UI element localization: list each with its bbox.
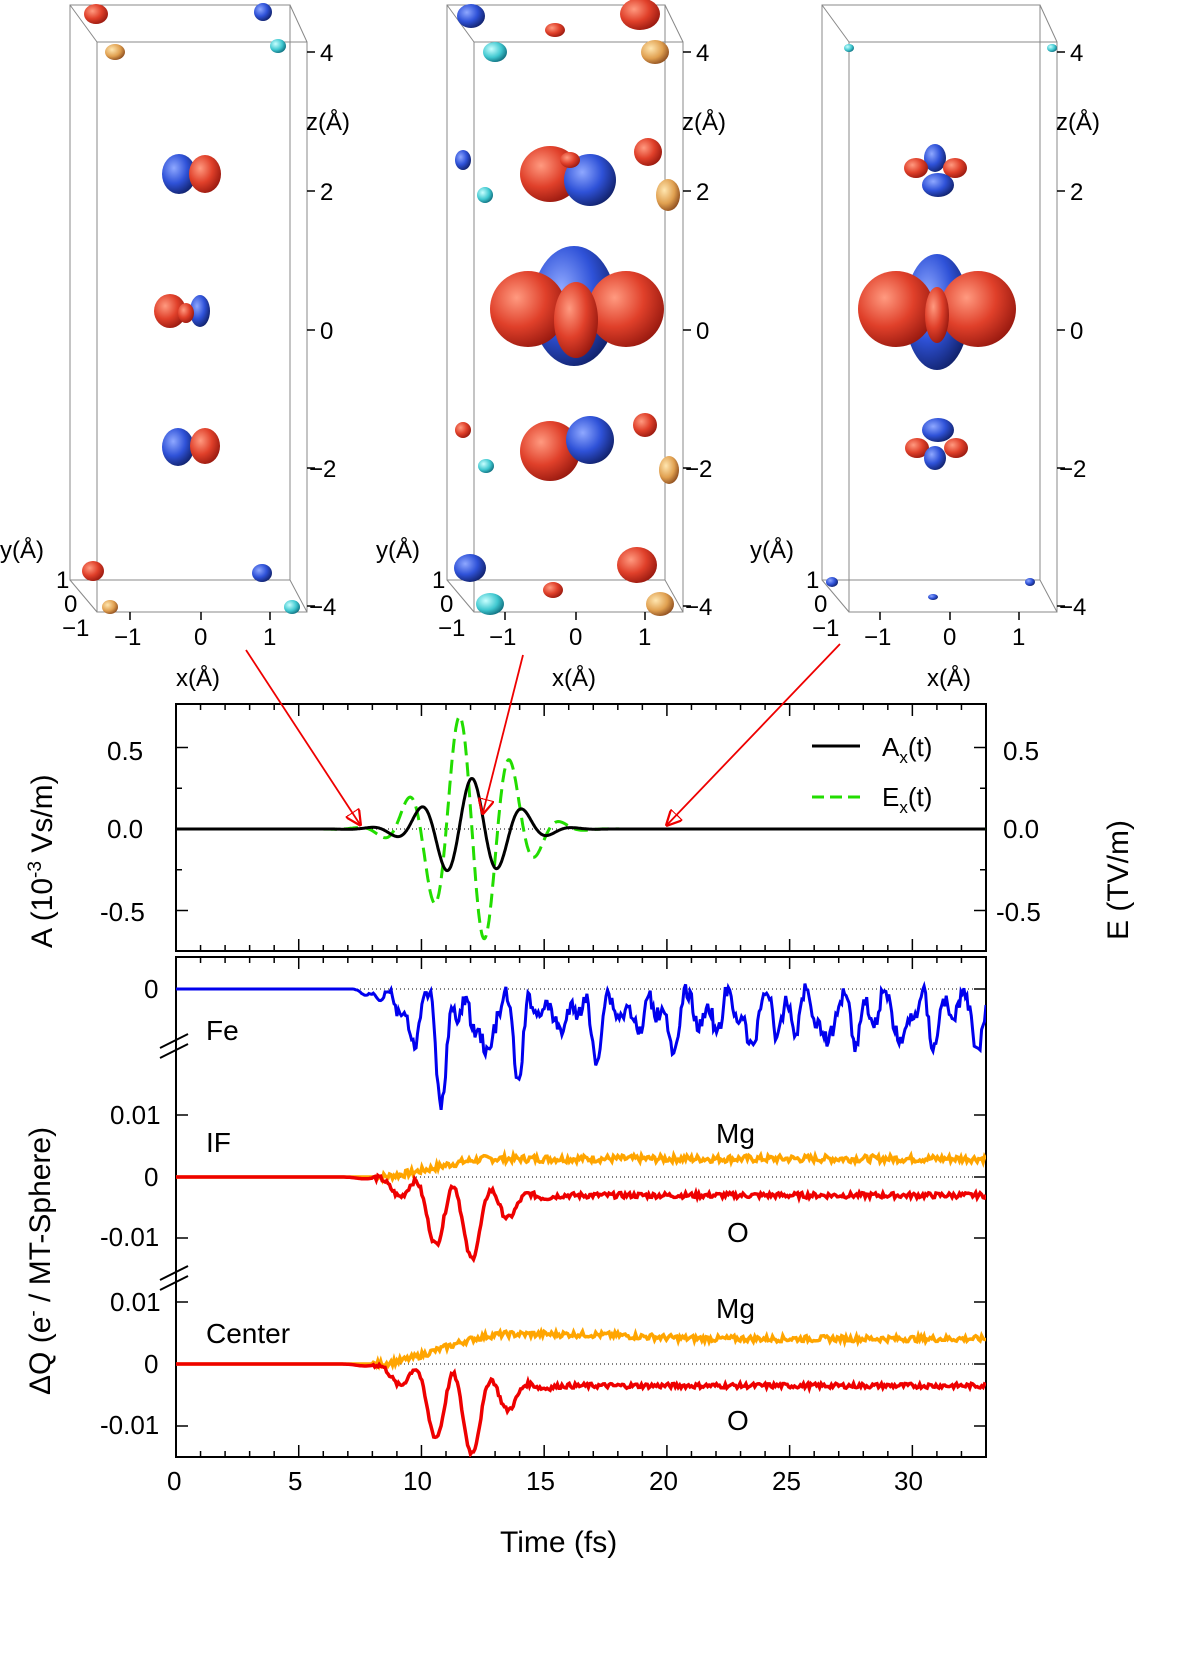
x-tick: 30 xyxy=(894,1466,923,1496)
series-if-o xyxy=(176,1172,986,1264)
x-tick: 0 xyxy=(569,624,582,651)
arrow-panel-right xyxy=(667,643,841,825)
x-tick: −1 xyxy=(114,624,141,651)
y-tick-left: 0.0 xyxy=(107,814,143,844)
series-center-mg xyxy=(176,1326,986,1371)
legend-label-e: Ex(t) xyxy=(882,782,932,817)
y-tick-left: -0.5 xyxy=(100,897,145,927)
z-tick: 0 xyxy=(696,318,709,345)
label-mg-if: Mg xyxy=(716,1118,755,1149)
z-tick: 4 xyxy=(696,40,709,67)
label-o-if: O xyxy=(727,1217,749,1248)
field-chart: 0.5 0.0 -0.5 0.5 0.0 -0.5 A (10-3 Vs/m) … xyxy=(25,703,1135,952)
y-tick: -0.01 xyxy=(100,1222,159,1252)
isosurface-lobes xyxy=(454,0,680,616)
x-tick: 5 xyxy=(288,1466,302,1496)
isosurface-lobes xyxy=(826,44,1057,600)
label-if: IF xyxy=(206,1127,231,1158)
series-center-o xyxy=(176,1361,986,1457)
x-axis-label: x(Å) xyxy=(552,664,596,692)
isosurface-panel-right: 4 2 0 −2 −4 z(Å) −1 0 1 x(Å) y(Å) 1 0 −1 xyxy=(750,4,1100,692)
z-tick: 2 xyxy=(320,179,333,206)
z-tick: 2 xyxy=(696,179,709,206)
y-tick: 1 xyxy=(56,567,69,594)
z-tick: −4 xyxy=(685,594,712,621)
x-tick: 0 xyxy=(943,624,956,651)
y-tick: 0 xyxy=(144,974,158,1004)
y-tick-left: 0.5 xyxy=(107,736,143,766)
y-tick: -0.01 xyxy=(100,1410,159,1440)
z-tick: 4 xyxy=(320,40,333,67)
x-axis-label: Time (fs) xyxy=(500,1526,617,1559)
y-tick-right: 0.0 xyxy=(1003,814,1039,844)
isosurface-panel-left: 4 2 0 −2 −4 z(Å) −1 0 1 x(Å) y(Å) 1 0 −1 xyxy=(0,3,350,692)
x-tick: 20 xyxy=(649,1466,678,1496)
z-tick: −4 xyxy=(309,594,336,621)
y-tick: 0.01 xyxy=(110,1100,161,1130)
y-tick: −1 xyxy=(812,615,839,642)
plot-frame xyxy=(175,956,987,1458)
isosurface-panel-middle: 4 2 0 −2 −4 z(Å) −1 0 1 x(Å) y(Å) 1 0 −1 xyxy=(376,0,726,692)
y-tick: −1 xyxy=(438,615,465,642)
z-axis-label: z(Å) xyxy=(306,108,350,136)
x-tick: 0 xyxy=(167,1466,181,1496)
y-tick: 1 xyxy=(806,567,819,594)
y-tick: 0 xyxy=(64,591,77,618)
label-fe: Fe xyxy=(206,1015,239,1046)
y-tick-right: 0.5 xyxy=(1003,736,1039,766)
y-tick: 0 xyxy=(144,1162,158,1192)
y-axis-label: y(Å) xyxy=(376,536,420,564)
z-tick: 4 xyxy=(1070,40,1083,67)
z-tick: 0 xyxy=(320,318,333,345)
y-axis-label: y(Å) xyxy=(750,536,794,564)
x-tick: 25 xyxy=(772,1466,801,1496)
label-mg-center: Mg xyxy=(716,1293,755,1324)
z-tick: 0 xyxy=(1070,318,1083,345)
label-o-center: O xyxy=(727,1405,749,1436)
z-tick: −2 xyxy=(1059,456,1086,483)
z-axis-label: z(Å) xyxy=(682,108,726,136)
time-arrows xyxy=(245,643,841,825)
x-tick: 1 xyxy=(638,624,651,651)
y-axis-label-left: A (10-3 Vs/m) xyxy=(25,774,59,948)
x-tick: 1 xyxy=(1012,624,1025,651)
y-axis-label-bottom: ΔQ (e- / MT-Sphere) xyxy=(23,1127,57,1395)
z-axis-label: z(Å) xyxy=(1056,108,1100,136)
z-tick: 2 xyxy=(1070,179,1083,206)
legend: Ax(t) Ex(t) xyxy=(812,732,932,817)
x-tick: 0 xyxy=(194,624,207,651)
label-center: Center xyxy=(206,1318,290,1349)
z-tick: −4 xyxy=(1059,594,1086,621)
y-axis-label-right: E (TV/m) xyxy=(1102,820,1135,940)
series-fe xyxy=(176,980,986,1111)
z-tick: −2 xyxy=(685,456,712,483)
series-a-potential xyxy=(176,776,986,873)
x-tick: −1 xyxy=(489,624,516,651)
x-tick: 10 xyxy=(403,1466,432,1496)
arrow-panel-left xyxy=(245,649,360,825)
arrow-panel-middle xyxy=(483,654,524,813)
legend-label-a: Ax(t) xyxy=(882,732,932,767)
y-axis-label: y(Å) xyxy=(0,536,44,564)
y-tick: 1 xyxy=(432,567,445,594)
y-tick: 0 xyxy=(814,591,827,618)
y-tick: −1 xyxy=(62,615,89,642)
isosurface-lobes xyxy=(82,3,300,614)
y-tick: 0.01 xyxy=(110,1287,161,1317)
axis-break-marks xyxy=(159,1033,189,1291)
x-tick: 1 xyxy=(263,624,276,651)
charge-chart: 0 0.01 0 -0.01 0.01 0 -0.01 0 5 10 15 20… xyxy=(23,956,987,1559)
x-axis-label: x(Å) xyxy=(176,664,220,692)
y-tick: 0 xyxy=(440,591,453,618)
y-tick: 0 xyxy=(144,1349,158,1379)
z-tick: −2 xyxy=(309,456,336,483)
x-axis-label: x(Å) xyxy=(927,664,971,692)
x-tick: −1 xyxy=(864,624,891,651)
y-tick-right: -0.5 xyxy=(996,897,1041,927)
x-tick: 15 xyxy=(526,1466,555,1496)
